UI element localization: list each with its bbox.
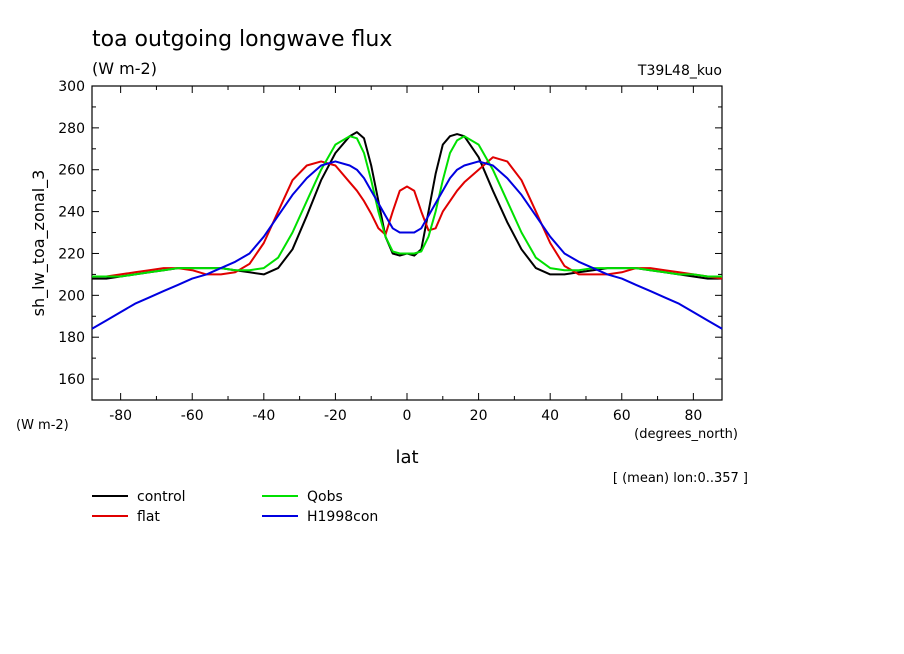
y-tick-label: 260 xyxy=(58,163,85,179)
legend-label-flat: flat xyxy=(137,509,160,525)
plot-series xyxy=(91,131,723,330)
x-tick-label: -80 xyxy=(109,408,132,424)
y-axis: 160 180 200 220 240 260 280 300 xyxy=(58,79,722,401)
y-tick-label: 160 xyxy=(58,372,85,388)
x-tick-label: -60 xyxy=(181,408,204,424)
x-axis-label: lat xyxy=(395,447,418,468)
run-label: T39L48_kuo xyxy=(637,63,722,79)
y-tick-label: 180 xyxy=(58,330,85,346)
legend-label-qobs: Qobs xyxy=(307,489,343,505)
x-tick-label: -40 xyxy=(252,408,275,424)
chart-title: toa outgoing longwave flux xyxy=(92,27,392,52)
y-tick-label: 300 xyxy=(58,79,85,95)
legend-label-h1998con: H1998con xyxy=(307,509,378,525)
x-tick-label: -20 xyxy=(324,408,347,424)
x-tick-label: 40 xyxy=(541,408,559,424)
series-line-flat xyxy=(92,156,723,280)
series-line-qobs xyxy=(92,135,722,278)
y-axis-unit: (W m-2) xyxy=(16,418,69,433)
y-tick-label: 220 xyxy=(58,246,85,262)
x-tick-label: 20 xyxy=(470,408,488,424)
y-tick-label: 240 xyxy=(58,205,85,221)
chart-subtitle: (W m-2) xyxy=(92,59,157,78)
x-tick-label: 80 xyxy=(684,408,702,424)
y-tick-label: 200 xyxy=(58,288,85,304)
series-line-h1998con xyxy=(91,160,723,330)
legend-label-control: control xyxy=(137,489,186,505)
y-axis-label: sh_lw_toa_zonal_3 xyxy=(29,170,49,317)
y-tick-label: 280 xyxy=(58,121,85,137)
x-axis-unit: (degrees_north) xyxy=(634,427,738,442)
mean-note: [ (mean) lon:0..357 ] xyxy=(613,471,748,486)
legend: control flat Qobs H1998con xyxy=(92,489,378,525)
x-axis: -80 -60 -40 -20 0 20 40 60 80 xyxy=(109,86,702,424)
x-tick-label: 0 xyxy=(403,408,412,424)
series-line-control xyxy=(92,131,722,280)
x-tick-label: 60 xyxy=(613,408,631,424)
plot-frame xyxy=(91,85,723,401)
